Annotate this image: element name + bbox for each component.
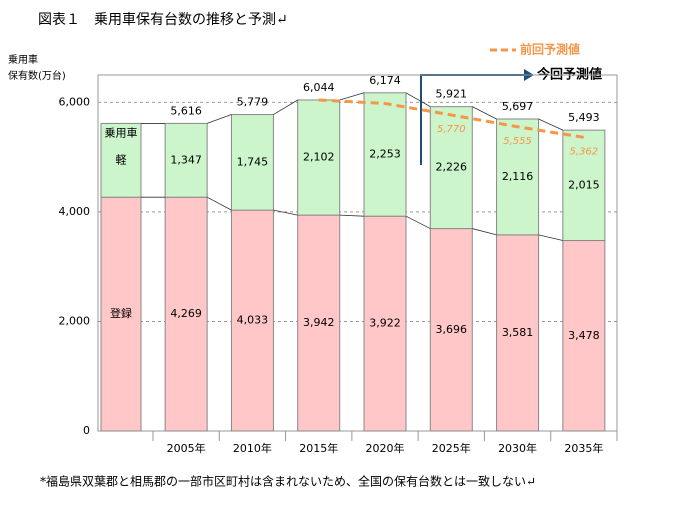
connector xyxy=(405,215,431,229)
connector xyxy=(538,118,564,131)
bar xyxy=(429,228,473,432)
connector xyxy=(538,234,563,241)
legend-swatch xyxy=(100,122,142,198)
plot-area xyxy=(97,74,618,432)
y-tick-label: 0 xyxy=(83,424,90,437)
legend-label: 前回予測値 xyxy=(520,42,580,57)
legend-label: 乗用車 xyxy=(105,125,138,139)
bar xyxy=(363,215,407,432)
bar xyxy=(562,240,606,432)
x-tick-label: 2025年 xyxy=(432,441,471,455)
data-label: 2,102 xyxy=(303,151,335,164)
connector xyxy=(472,106,497,120)
connector xyxy=(339,214,365,217)
y-axis-label: 乗用車 xyxy=(8,53,38,66)
x-tick-label: 2030年 xyxy=(498,441,537,455)
connector xyxy=(207,114,232,124)
y-tick-label: 6,000 xyxy=(59,95,91,108)
bar xyxy=(297,214,341,432)
total-label: 5,697 xyxy=(502,100,534,113)
data-label: 3,922 xyxy=(369,317,401,330)
bar xyxy=(496,118,540,236)
data-label: 2,226 xyxy=(436,161,468,174)
data-label: 3,696 xyxy=(436,323,468,336)
data-label: 3,942 xyxy=(303,316,335,329)
forecast-label: 5,555 xyxy=(503,136,532,147)
data-label: 1,347 xyxy=(170,153,202,166)
total-label: 5,493 xyxy=(568,111,600,124)
x-tick-label: 2035年 xyxy=(564,441,603,455)
data-label: 2,015 xyxy=(568,178,600,191)
y-tick-label: 2,000 xyxy=(59,314,91,327)
x-tick-label: 2010年 xyxy=(233,441,272,455)
legend-swatch xyxy=(100,196,142,432)
data-label: 4,033 xyxy=(237,314,269,327)
bar xyxy=(297,99,341,216)
x-tick-label: 2015年 xyxy=(299,441,338,455)
connector xyxy=(472,228,497,236)
y-axis-label: 保有数(万台) xyxy=(8,69,66,82)
data-label: 1,745 xyxy=(237,155,269,168)
total-label: 5,921 xyxy=(436,88,468,101)
data-label: 3,478 xyxy=(568,329,600,342)
bar xyxy=(363,92,407,217)
legend-label: 軽 xyxy=(116,153,127,166)
x-tick-label: 2020年 xyxy=(366,441,405,455)
bar xyxy=(164,122,208,198)
data-label: 3,581 xyxy=(502,326,534,339)
total-label: 6,044 xyxy=(303,81,335,94)
total-label: 5,779 xyxy=(237,95,269,108)
bar xyxy=(164,196,208,432)
bar xyxy=(230,114,274,211)
connector xyxy=(273,209,298,216)
connector xyxy=(339,92,365,101)
total-label: 5,616 xyxy=(170,104,202,117)
connector xyxy=(273,99,298,115)
connector xyxy=(206,196,232,211)
data-label: 2,116 xyxy=(502,170,534,183)
bar xyxy=(562,129,606,242)
data-label: 4,269 xyxy=(170,307,202,320)
legend-label: 登録 xyxy=(110,306,132,320)
bar xyxy=(429,106,473,230)
total-label: 6,174 xyxy=(369,74,401,87)
forecast-label: 5,362 xyxy=(570,146,599,157)
footnote: *福島県双葉郡と相馬郡の一部市区町村は含まれないため、全国の保有台数とは一致しな… xyxy=(40,474,536,489)
data-label: 2,253 xyxy=(369,147,401,160)
forecast-label: 5,770 xyxy=(437,124,466,135)
x-tick-label: 2005年 xyxy=(167,441,206,455)
connector xyxy=(405,92,431,108)
forecast-line xyxy=(318,98,585,139)
chart-title: 図表１ 乗用車保有台数の推移と予測↵ xyxy=(38,11,288,28)
y-tick-label: 4,000 xyxy=(59,205,91,218)
